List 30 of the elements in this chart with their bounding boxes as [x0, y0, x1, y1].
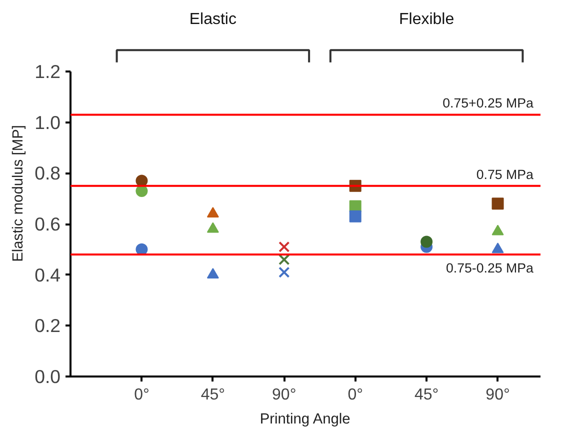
- y-tick-label: 1.2: [34, 61, 61, 82]
- x-tick-label: 90°: [486, 386, 510, 404]
- point: [492, 224, 504, 236]
- y-axis-title: Elastic modulus [MP]: [10, 125, 27, 262]
- x-axis-title: Printing Angle: [260, 412, 350, 428]
- y-tick-label: 0.4: [34, 264, 61, 286]
- point: [420, 236, 433, 248]
- text: Elastic: [189, 11, 236, 28]
- x-tick-label: 90°: [272, 386, 296, 404]
- point: [278, 266, 290, 278]
- ref-line-label: 0.75-0.25 MPa: [446, 260, 534, 276]
- ref-line-label: 0.75+0.25 MPa: [442, 96, 534, 111]
- y-tick-label: 0.0: [34, 366, 61, 387]
- point: [206, 206, 219, 218]
- point: [349, 210, 362, 222]
- point: [206, 222, 219, 233]
- point: [278, 241, 290, 252]
- point: [492, 198, 504, 210]
- y-tick-label: 1.0: [34, 112, 61, 133]
- x-tick-label: 45°: [414, 386, 439, 404]
- y-tick-label: 0.2: [34, 315, 61, 336]
- text: Flexible: [398, 11, 454, 28]
- x-tick-label: 0°: [134, 386, 150, 404]
- point: [206, 268, 219, 279]
- y-tick-label: 0.6: [34, 214, 61, 234]
- y-tick-label: 0.8: [34, 162, 61, 184]
- x-tick-label: 45°: [200, 386, 226, 404]
- ref-line-label: 0.75 MPa: [476, 166, 534, 182]
- point: [492, 242, 504, 254]
- x-tick-label: 0°: [348, 386, 363, 404]
